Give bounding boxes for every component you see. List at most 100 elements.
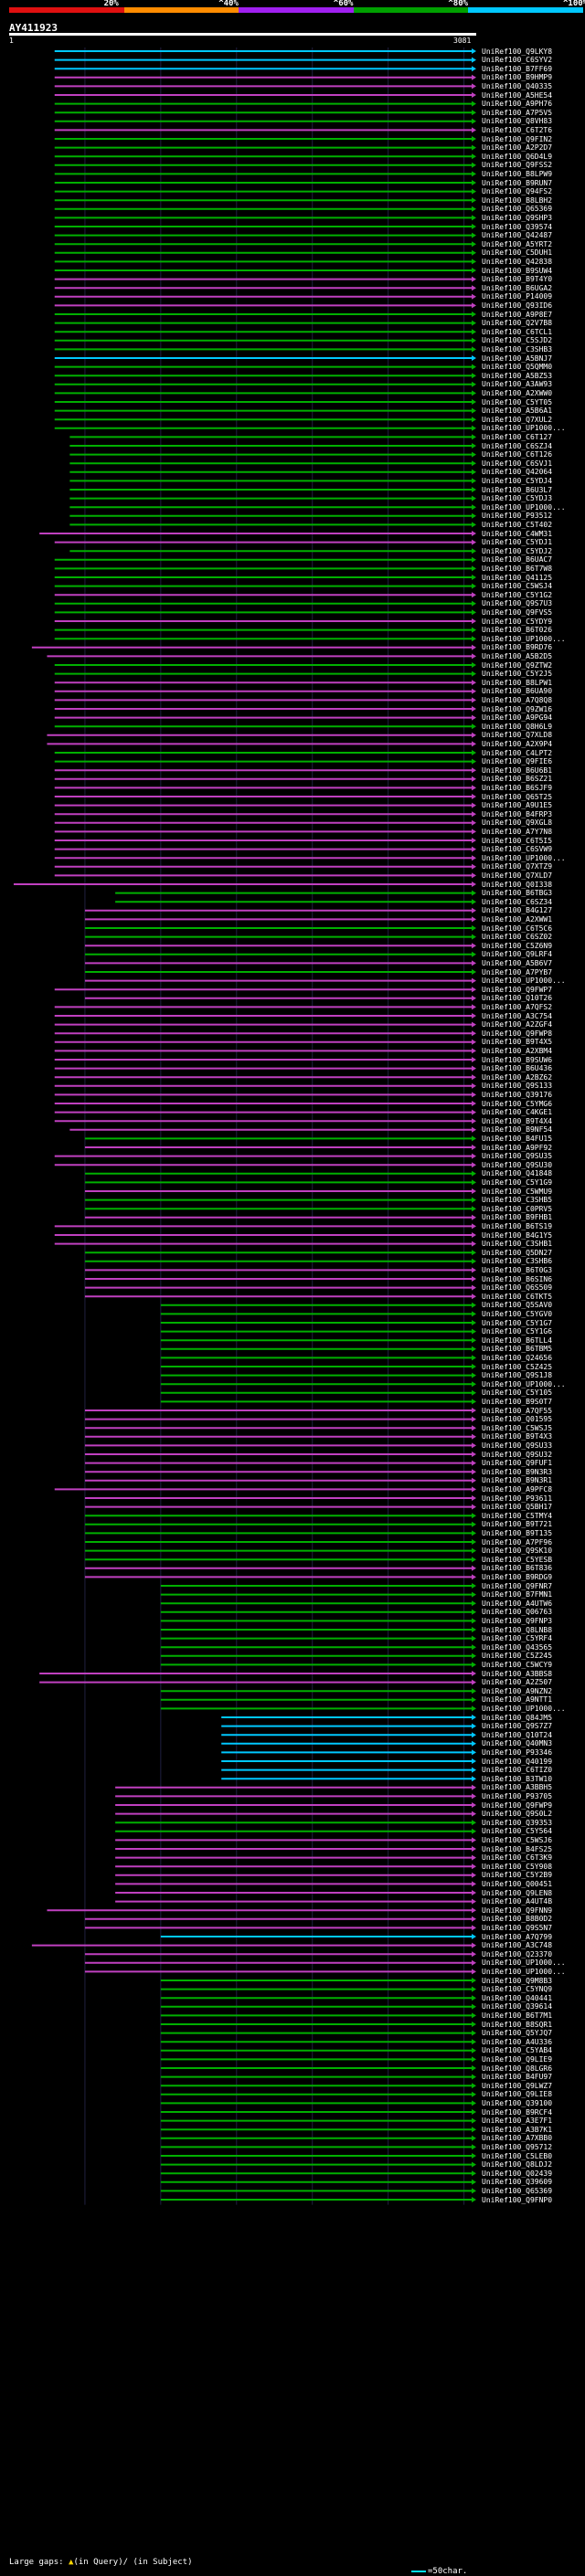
hit-label[interactable]: UniRef100_Q42064 [482,468,553,477]
hit-label[interactable]: UniRef100_A2P2D7 [482,143,553,153]
hit-label[interactable]: UniRef100_Q39574 [482,222,553,231]
hit-label[interactable]: UniRef100_A2Z507 [482,1678,553,1687]
hit-label[interactable]: UniRef100_Q5QMM0 [482,363,553,372]
hit-label[interactable]: UniRef100_B9T4Y0 [482,275,553,284]
hit-label[interactable]: UniRef100_Q65369 [482,2186,553,2195]
hit-label[interactable]: UniRef100_A9NTT1 [482,1695,553,1705]
hit-label[interactable]: UniRef100_A9U1E5 [482,801,553,810]
hit-label[interactable]: UniRef100_B8SQR1 [482,2020,553,2029]
hit-label[interactable]: UniRef100_B9T4X3 [482,1432,553,1441]
hit-label[interactable]: UniRef100_B4FU97 [482,2073,553,2082]
hit-label[interactable]: UniRef100_C5Y105 [482,1388,553,1398]
hit-label[interactable]: UniRef100_C4KGE1 [482,1108,553,1117]
hit-label[interactable]: UniRef100_A4UTW6 [482,1599,553,1608]
hit-label[interactable]: UniRef100_C3SHB5 [482,1196,553,1205]
hit-label[interactable]: UniRef100_B9T4X4 [482,1116,553,1125]
hit-label[interactable]: UniRef100_A4UT4B [482,1897,553,1906]
hit-label[interactable]: UniRef100_B3TW10 [482,1774,553,1783]
hit-label[interactable]: UniRef100_B6T0G3 [482,1265,553,1274]
hit-label[interactable]: UniRef100_Q10T24 [482,1730,553,1739]
hit-label[interactable]: UniRef100_C5T402 [482,520,553,529]
hit-label[interactable]: UniRef100_A7PYB7 [482,967,553,977]
hit-label[interactable]: UniRef100_P93611 [482,1494,553,1503]
hit-label[interactable]: UniRef100_B6UGA2 [482,283,553,292]
hit-label[interactable]: UniRef100_A5BNJ7 [482,354,553,363]
hit-label[interactable]: UniRef100_B7FF69 [482,64,553,73]
hit-label[interactable]: UniRef100_A7P5V5 [482,108,553,117]
hit-label[interactable]: UniRef100_B9S0T7 [482,1397,553,1406]
hit-label[interactable]: UniRef100_C3SHB3 [482,344,553,354]
hit-label[interactable]: UniRef100_Q9S7U3 [482,599,553,608]
hit-label[interactable]: UniRef100_C5Y1G7 [482,1318,553,1327]
hit-label[interactable]: UniRef100_A3C748 [482,1941,553,1950]
hit-label[interactable]: UniRef100_P93512 [482,512,553,521]
hit-label[interactable]: UniRef100_A7Q8Q8 [482,695,553,704]
hit-label[interactable]: UniRef100_B4G127 [482,906,553,915]
hit-label[interactable]: UniRef100_Q43565 [482,1642,553,1652]
hit-label[interactable]: UniRef100_Q9ZTW2 [482,660,553,670]
hit-label[interactable]: UniRef100_Q6D4L9 [482,152,553,161]
hit-label[interactable]: UniRef100_Q39353 [482,1818,553,1827]
hit-label[interactable]: UniRef100_Q8LGR6 [482,2064,553,2073]
hit-label[interactable]: UniRef100_Q9SU32 [482,1450,553,1459]
hit-label[interactable]: UniRef100_C5WCY9 [482,1660,553,1669]
hit-label[interactable]: UniRef100_A2XWW1 [482,914,553,924]
hit-label[interactable]: UniRef100_B4G1Y5 [482,1230,553,1240]
hit-label[interactable]: UniRef100_B6TBG3 [482,889,553,898]
hit-label[interactable]: UniRef100_A9PG94 [482,713,553,723]
hit-label[interactable]: UniRef100_C6T2T6 [482,125,553,134]
hit-label[interactable]: UniRef100_Q9S5N7 [482,1923,553,1932]
hit-label[interactable]: UniRef100_A5B2D5 [482,651,553,660]
hit-label[interactable]: UniRef100_Q65369 [482,205,553,214]
hit-label[interactable]: UniRef100_A5B6V7 [482,958,553,967]
hit-label[interactable]: UniRef100_C6SVJ1 [482,459,553,468]
hit-label[interactable]: UniRef100_C6TIZ0 [482,1766,553,1775]
hit-label[interactable]: UniRef100_C5YT05 [482,397,553,406]
hit-label[interactable]: UniRef100_Q10T26 [482,994,553,1003]
hit-label[interactable]: UniRef100_A3AW93 [482,380,553,389]
hit-label[interactable]: UniRef100_B9N3R1 [482,1476,553,1485]
hit-label[interactable]: UniRef100_UP1000... [482,424,566,433]
hit-label[interactable]: UniRef100_B6T7W8 [482,564,553,573]
hit-label[interactable]: UniRef100_C6SVW9 [482,845,553,854]
hit-label[interactable]: UniRef100_C6SZ34 [482,897,553,906]
hit-label[interactable]: UniRef100_Q9LKY8 [482,47,553,56]
hit-label[interactable]: UniRef100_Q2V7B8 [482,319,553,328]
hit-label[interactable]: UniRef100_B6U6B1 [482,765,553,775]
hit-label[interactable]: UniRef100_Q42838 [482,257,553,266]
hit-label[interactable]: UniRef100_Q9FIN2 [482,134,553,143]
hit-label[interactable]: UniRef100_C6TKT5 [482,1292,553,1301]
hit-label[interactable]: UniRef100_Q9FWP7 [482,985,553,994]
hit-label[interactable]: UniRef100_C5YDJ4 [482,476,553,485]
hit-label[interactable]: UniRef100_Q06763 [482,1608,553,1617]
hit-label[interactable]: UniRef100_C5WSJ6 [482,1835,553,1844]
hit-label[interactable]: UniRef100_P93705 [482,1791,553,1800]
hit-label[interactable]: UniRef100_B6SJF9 [482,783,553,792]
hit-label[interactable]: UniRef100_C5WMU9 [482,1187,553,1196]
hit-label[interactable]: UniRef100_Q9SU35 [482,1152,553,1161]
hit-label[interactable]: UniRef100_Q8VH83 [482,117,553,126]
hit-label[interactable]: UniRef100_Q9S7Z7 [482,1722,553,1731]
hit-label[interactable]: UniRef100_B9SUW4 [482,266,553,275]
hit-label[interactable]: UniRef100_Q8H6L9 [482,722,553,731]
hit-label[interactable]: UniRef100_C5Z6N9 [482,941,553,950]
hit-label[interactable]: UniRef100_UP1000... [482,1958,566,1968]
hit-label[interactable]: UniRef100_Q40335 [482,81,553,90]
hit-label[interactable]: UniRef100_C6T5I5 [482,836,553,845]
hit-label[interactable]: UniRef100_C3SHB6 [482,1257,553,1266]
hit-label[interactable]: UniRef100_Q9FWP9 [482,1800,553,1810]
hit-label[interactable]: UniRef100_B8B0D2 [482,1915,553,1924]
hit-label[interactable]: UniRef100_C5YMG6 [482,1099,553,1108]
hit-label[interactable]: UniRef100_C5WSJ4 [482,582,553,591]
hit-label[interactable]: UniRef100_B7FMN1 [482,1590,553,1599]
hit-label[interactable]: UniRef100_C5YDY9 [482,617,553,626]
hit-label[interactable]: UniRef100_C6SYV2 [482,56,553,65]
hit-label[interactable]: UniRef100_C5SJD2 [482,336,553,345]
hit-label[interactable]: UniRef100_C5Y2J5 [482,670,553,679]
hit-label[interactable]: UniRef100_B6T7M1 [482,2011,553,2020]
hit-label[interactable]: UniRef100_B9T4X5 [482,1038,553,1047]
hit-label[interactable]: UniRef100_B9N3R3 [482,1467,553,1476]
hit-label[interactable]: UniRef100_B6U3L7 [482,485,553,494]
hit-label[interactable]: UniRef100_Q41848 [482,1169,553,1178]
hit-label[interactable]: UniRef100_Q9SU33 [482,1441,553,1450]
